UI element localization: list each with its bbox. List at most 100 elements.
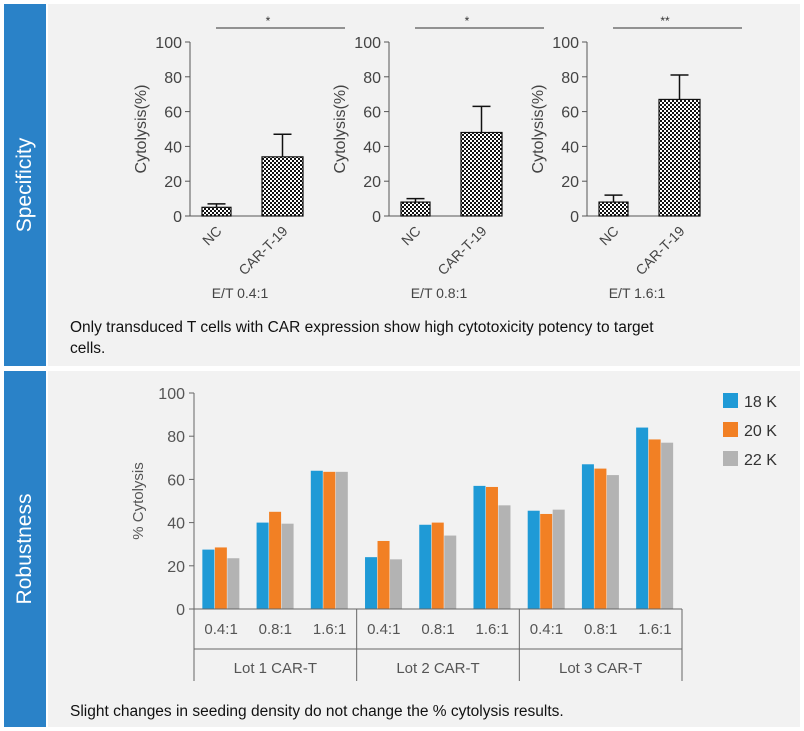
x-tick-label: 1.6:1 (476, 621, 509, 638)
bar-20k (648, 439, 661, 609)
y-tick-label: 40 (561, 139, 579, 156)
bar-20k (594, 468, 607, 609)
bar-20k (485, 486, 498, 609)
bar-20k (269, 511, 282, 609)
y-tick-label: 60 (167, 472, 185, 489)
significance-marker: ** (660, 14, 670, 28)
bar-car-t (261, 156, 304, 217)
y-tick-label: 20 (167, 559, 185, 576)
x-tick-label: CAR-T-19 (434, 223, 489, 278)
robustness-label: Robustness (13, 493, 36, 605)
bar-22k (498, 505, 511, 609)
legend-swatch (723, 393, 738, 408)
bar-22k (335, 471, 348, 609)
x-tick-label: NC (398, 223, 424, 249)
x-tick-label: 0.4:1 (367, 621, 400, 638)
y-tick-label: 20 (561, 174, 579, 191)
x-tick-label: 1.6:1 (313, 621, 346, 638)
y-tick-label: 80 (363, 70, 381, 87)
y-tick-label: 0 (173, 209, 182, 226)
y-axis-label: Cytolysis(%) (530, 85, 547, 174)
y-axis-label: Cytolysis(%) (332, 85, 349, 174)
bar-22k (661, 442, 674, 609)
group-label: Lot 1 CAR-T (234, 660, 317, 677)
bar-18k (581, 464, 594, 609)
specificity-chart-1: 0 20 40 60 80 100 Cytolysis(%) NC CAR-T-19 * E/T 0… (133, 14, 345, 301)
y-tick-label: 80 (561, 70, 579, 87)
y-tick-label: 40 (167, 516, 185, 533)
specificity-panel: 0 20 40 60 80 100 Cytolysis(%) NC CAR-T-19 * E/T 0… (48, 4, 800, 366)
bar-20k (377, 540, 390, 609)
y-tick-label: 20 (164, 174, 182, 191)
bar-22k (390, 559, 403, 609)
bar-nc (598, 201, 629, 217)
specificity-caption: Only transduced T cells with CAR express… (70, 319, 654, 357)
significance-marker: * (465, 14, 470, 28)
y-tick-label: 0 (570, 209, 579, 226)
x-axis-label: E/T 1.6:1 (609, 285, 666, 301)
specificity-charts: 0 20 40 60 80 100 Cytolysis(%) NC CAR-T-19 * E/T 0… (133, 14, 742, 301)
bar-nc (400, 201, 431, 217)
x-axis-label: E/T 0.8:1 (411, 285, 468, 301)
bar-20k (540, 513, 553, 609)
y-tick-label: 80 (167, 429, 185, 446)
robustness-caption: Slight changes in seeding density do not… (70, 703, 564, 720)
legend-swatch (723, 451, 738, 466)
y-axis-label: Cytolysis(%) (133, 85, 150, 174)
x-tick-label: CAR-T-19 (235, 223, 290, 278)
legend-label: 20 K (744, 423, 777, 440)
y-tick-label: 40 (363, 139, 381, 156)
x-tick-label: 1.6:1 (638, 621, 671, 638)
bar-18k (365, 557, 378, 609)
bar-18k (527, 510, 540, 609)
bar-18k (473, 485, 486, 609)
robustness-panel: 0 20 40 60 80 100 % Cytolysis 0.4:1 0.8:1 1.6:1 0.… (48, 371, 800, 727)
robustness-side-tab: Robustness (4, 371, 46, 727)
legend-label: 18 K (744, 394, 777, 411)
specificity-chart-3: 0 20 40 60 80 100 Cytolysis(%) NC CAR-T-19 ** E/T … (530, 14, 742, 301)
y-tick-label: 60 (363, 105, 381, 122)
y-tick-label: 100 (354, 35, 381, 52)
bar-18k (202, 549, 215, 609)
bar-nc (201, 206, 232, 217)
significance-marker: * (266, 14, 271, 28)
legend-swatch (723, 422, 738, 437)
x-tick-label: 0.4:1 (204, 621, 237, 638)
bar-car-t (460, 131, 503, 217)
group-label: Lot 3 CAR-T (559, 660, 642, 677)
y-tick-label: 80 (164, 70, 182, 87)
bar-18k (310, 470, 323, 609)
y-tick-label: 20 (363, 174, 381, 191)
x-tick-label: 0.8:1 (584, 621, 617, 638)
y-tick-label: 100 (158, 386, 185, 403)
legend-label: 22 K (744, 452, 777, 469)
bar-22k (281, 523, 294, 609)
bar-car-t (658, 98, 701, 217)
bar-20k (431, 522, 444, 609)
specificity-label: Specificity (13, 137, 36, 233)
y-axis-label: % Cytolysis (130, 462, 147, 540)
x-axis-label: E/T 0.4:1 (212, 285, 269, 301)
bar-20k (323, 471, 336, 609)
bar-22k (444, 535, 457, 609)
bar-22k (552, 509, 565, 609)
bar-18k (636, 427, 649, 609)
bar-22k (606, 475, 619, 609)
group-label: Lot 2 CAR-T (396, 660, 479, 677)
y-tick-label: 60 (561, 105, 579, 122)
robustness-chart: 0 20 40 60 80 100 % Cytolysis 0.4:1 0.8:1 1.6:1 0.… (130, 386, 777, 681)
y-tick-label: 40 (164, 139, 182, 156)
y-tick-label: 0 (372, 209, 381, 226)
y-tick-label: 0 (176, 602, 185, 619)
bar-18k (419, 524, 432, 609)
bar-20k (214, 547, 227, 609)
y-tick-label: 60 (164, 105, 182, 122)
specificity-chart-2: 0 20 40 60 80 100 Cytolysis(%) NC CAR-T-19 * E/T 0… (332, 14, 544, 301)
bar-18k (256, 522, 269, 609)
x-tick-label: CAR-T-19 (632, 223, 687, 278)
x-tick-label: NC (199, 223, 225, 249)
y-tick-label: 100 (155, 35, 182, 52)
specificity-side-tab: Specificity (4, 4, 46, 366)
bar-22k (227, 558, 240, 609)
x-tick-label: 0.8:1 (421, 621, 454, 638)
